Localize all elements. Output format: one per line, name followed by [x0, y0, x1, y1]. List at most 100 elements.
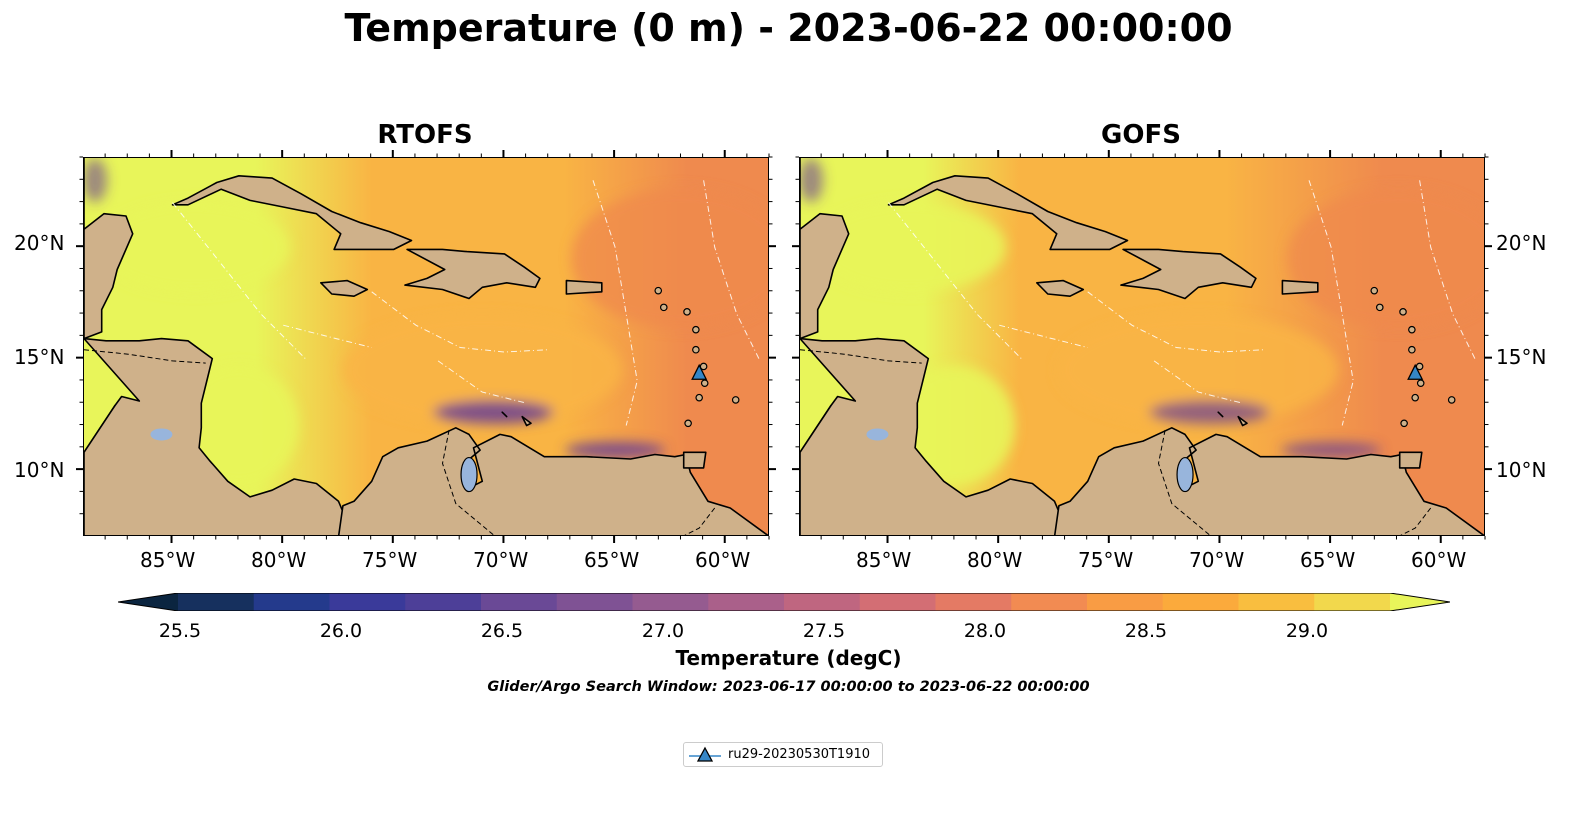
country-border	[800, 349, 922, 364]
colorbar-swatch	[1314, 593, 1391, 611]
colorbar-extend-max	[1390, 593, 1450, 611]
x-tick-label: 85°W	[140, 548, 196, 572]
upwelling-band	[1149, 400, 1270, 425]
central-caribbean-coast	[84, 337, 346, 535]
colorbar-swatches	[117, 592, 1451, 612]
trinidad-island	[1398, 451, 1423, 469]
x-tick-label: 85°W	[856, 548, 912, 572]
lesser-antilles-island	[700, 379, 709, 387]
lesser-antilles-island	[692, 345, 700, 354]
cool-gulf-region	[99, 202, 290, 293]
colorbar-swatch	[178, 593, 255, 611]
lake-nicaragua	[866, 428, 889, 441]
hot-region	[571, 188, 768, 329]
x-tick-label: 75°W	[362, 548, 418, 572]
x-tick-label: 80°W	[967, 548, 1023, 572]
legend: ru29-20230530T1910	[683, 742, 883, 767]
lesser-antilles-island	[1375, 303, 1384, 312]
colorbar-tick-label: 28.0	[963, 620, 1007, 642]
lesser-antilles-island	[659, 303, 668, 312]
lesser-antilles-island	[1447, 396, 1456, 404]
lesser-antilles-island	[683, 308, 691, 316]
colorbar-swatch	[708, 593, 785, 611]
coastal-cool-region	[178, 365, 299, 486]
loop-current-edge	[84, 158, 108, 203]
warm-pool	[1058, 314, 1339, 425]
upwelling-band	[1281, 442, 1382, 459]
loop-current-edge	[800, 158, 824, 203]
colorbar-swatch	[1162, 593, 1240, 611]
y-tick-label: 15°N	[1496, 345, 1547, 369]
colorbar-tick-label: 25.5	[158, 620, 202, 642]
colorbar-tick-label: 27.5	[802, 620, 846, 642]
jamaica-island	[320, 279, 369, 297]
colorbar-tick-label: 28.5	[1124, 620, 1168, 642]
map-panel-rtofs	[83, 157, 769, 536]
colorbar-swatch	[859, 593, 937, 611]
eez-boundary	[999, 324, 1088, 348]
cool-gulf-region	[815, 202, 1006, 293]
x-tick-label: 65°W	[584, 548, 640, 572]
colorbar-swatch	[253, 593, 331, 611]
coastal-cool-region	[894, 365, 1015, 486]
y-tick-label: 10°N	[14, 458, 65, 482]
legend-label: ru29-20230530T1910	[728, 747, 871, 762]
glider-marker	[1407, 363, 1424, 380]
eez-boundary	[371, 291, 549, 353]
map-canvas-gofs	[800, 158, 1484, 535]
colorbar-tick-label: 27.0	[641, 620, 685, 642]
lesser-antilles-island	[654, 286, 663, 295]
x-tick-label: 70°W	[1189, 548, 1245, 572]
panel-title-gofs: GOFS	[1101, 120, 1181, 150]
figure-title: Temperature (0 m) - 2023-06-22 00:00:00	[344, 6, 1233, 50]
colorbar	[117, 592, 1451, 612]
colorbar-swatch	[784, 593, 861, 611]
colorbar-swatch	[1238, 593, 1315, 611]
lesser-antilles-island	[1411, 393, 1419, 402]
puerto-rico-island	[1281, 279, 1319, 295]
country-border	[441, 429, 494, 535]
colorbar-swatch	[1011, 593, 1088, 611]
eez-boundary	[1308, 180, 1354, 426]
eez-boundary	[1153, 360, 1243, 404]
lesser-antilles-island	[1370, 286, 1379, 295]
aruba-island	[501, 411, 508, 418]
eez-boundary	[172, 202, 306, 359]
eez-boundary	[437, 360, 527, 404]
colorbar-label: Temperature (degC)	[675, 646, 902, 670]
colorbar-swatch	[1087, 593, 1164, 611]
yucatan-peninsula	[800, 158, 850, 340]
warm-pool	[342, 314, 623, 425]
search-window-caption: Glider/Argo Search Window: 2023-06-17 00…	[487, 679, 1090, 695]
yucatan-peninsula	[84, 158, 134, 340]
eez-boundary	[888, 202, 1022, 359]
x-tick-label: 65°W	[1300, 548, 1356, 572]
y-tick-label: 20°N	[14, 231, 65, 255]
x-tick-label: 80°W	[251, 548, 307, 572]
triangle-marker-icon	[689, 746, 721, 762]
colorbar-swatch	[405, 593, 482, 611]
lesser-antilles-island	[1400, 419, 1408, 428]
y-tick-label: 15°N	[14, 345, 65, 369]
lesser-antilles-island	[684, 419, 692, 428]
central-caribbean-coast	[800, 337, 1062, 535]
colorbar-swatch	[632, 593, 709, 611]
colorbar-tick-label: 29.0	[1285, 620, 1329, 642]
eez-boundary	[1087, 291, 1265, 353]
colorbar-tick-label: 26.5	[480, 620, 524, 642]
colorbar-swatch	[935, 593, 1012, 611]
temperature-field	[800, 158, 1484, 486]
colorbar-swatch	[481, 593, 558, 611]
upwelling-band	[565, 442, 666, 459]
x-tick-label: 60°W	[1411, 548, 1467, 572]
y-tick-label: 10°N	[1496, 458, 1547, 482]
eez-boundary	[592, 180, 638, 426]
upwelling-band	[433, 400, 554, 425]
lesser-antilles-island	[1408, 345, 1416, 354]
colorbar-tick-label: 26.0	[319, 620, 363, 642]
puerto-rico-island	[565, 279, 603, 295]
country-border	[684, 507, 716, 535]
country-border	[84, 349, 206, 364]
panel-title-rtofs: RTOFS	[377, 120, 473, 150]
lake-maracaibo	[1176, 456, 1194, 493]
